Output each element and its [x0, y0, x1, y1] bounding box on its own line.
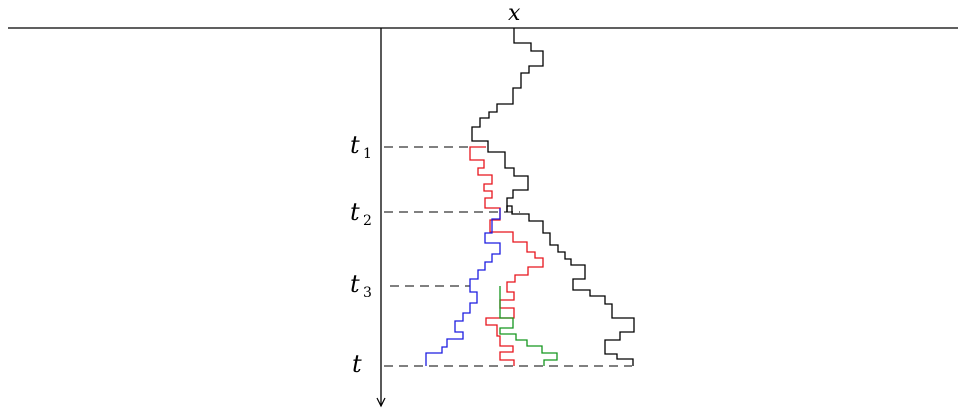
- svg-text:3: 3: [363, 285, 372, 301]
- t2-label: t 2: [350, 198, 372, 229]
- svg-text:1: 1: [363, 146, 372, 162]
- green-walk: [499, 286, 558, 366]
- x-axis-label: x: [508, 1, 521, 26]
- black-walk-right: [506, 205, 635, 366]
- blue-walk: [425, 208, 501, 366]
- svg-text:2: 2: [363, 213, 372, 229]
- red-walk: [469, 146, 544, 366]
- t1-label: t 1: [350, 131, 372, 162]
- svg-text:t: t: [350, 131, 360, 159]
- svg-text:t: t: [350, 198, 360, 226]
- black-walk-top: [471, 28, 544, 212]
- t3-label: t 3: [350, 270, 372, 301]
- t-label: t: [352, 350, 362, 378]
- svg-text:t: t: [350, 270, 360, 298]
